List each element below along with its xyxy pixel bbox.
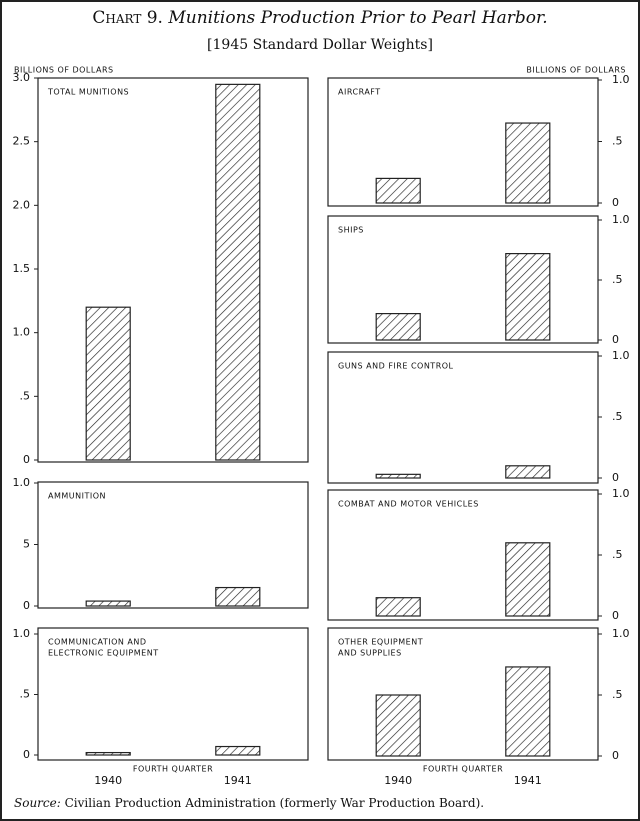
panel-title: TOTAL MUNITIONS <box>47 88 129 97</box>
y-tick-label: 0 <box>23 599 30 612</box>
title: Munitions Production Prior to Pearl Harb… <box>167 8 547 28</box>
y-axis-label: BILLIONS OF DOLLARS <box>526 66 626 75</box>
y-tick-label: .5 <box>20 688 31 701</box>
y-tick-label: .5 <box>612 273 623 286</box>
bar <box>215 745 261 756</box>
y-tick-label: 1.0 <box>612 213 630 226</box>
bar <box>505 253 551 341</box>
chart-title: Chart 9. Munitions Production Prior to P… <box>92 8 547 28</box>
source: Source: Civilian Production Administrati… <box>14 796 484 810</box>
y-tick-label: .5 <box>612 410 623 423</box>
panel-title: COMBAT AND MOTOR VEHICLES <box>338 500 479 509</box>
panel <box>327 489 599 621</box>
chart-label: Chart 9. <box>92 8 163 28</box>
bar <box>375 694 421 757</box>
x-tick-label: 1940 <box>384 774 412 787</box>
panel <box>37 481 309 609</box>
y-tick-label: .5 <box>612 548 623 561</box>
bar <box>85 306 131 461</box>
y-tick-label: 5 <box>23 538 30 551</box>
x-tick-label: 1941 <box>514 774 542 787</box>
y-tick-label: 2.5 <box>13 135 31 148</box>
subtitle: [1945 Standard Dollar Weights] <box>207 37 433 53</box>
y-tick-label: 1.0 <box>13 326 31 339</box>
y-tick-label: 0 <box>612 196 619 209</box>
y-tick-label: .5 <box>20 389 31 402</box>
y-tick-label: 1.0 <box>612 349 630 362</box>
y-tick-label: 1.5 <box>13 262 31 275</box>
bar <box>505 542 551 617</box>
y-tick-label: 3.0 <box>13 71 31 84</box>
bar <box>505 122 551 204</box>
panel <box>327 77 599 207</box>
y-tick-label: 0 <box>23 748 30 761</box>
y-tick-label: 0 <box>23 453 30 466</box>
bar <box>375 473 421 479</box>
bar <box>85 600 131 607</box>
bar <box>85 751 131 756</box>
bar <box>505 465 551 479</box>
y-tick-label: 1.0 <box>13 627 31 640</box>
bar <box>375 597 421 617</box>
y-tick-label: 1.0 <box>612 73 630 86</box>
source-label: Source: <box>14 796 61 810</box>
panel-title: GUNS AND FIRE CONTROL <box>338 362 454 371</box>
panel-title: COMMUNICATION AND <box>48 638 147 647</box>
y-tick-label: 2.0 <box>13 198 31 211</box>
y-tick-label: 0 <box>612 609 619 622</box>
panel-title: OTHER EQUIPMENT <box>338 638 423 647</box>
y-tick-label: 1.0 <box>612 627 630 640</box>
y-tick-label: 0 <box>612 749 619 762</box>
bar <box>505 666 551 757</box>
panel-title: ELECTRONIC EQUIPMENT <box>48 649 159 658</box>
y-tick-label: 1.0 <box>13 476 31 489</box>
y-tick-label: 0 <box>612 333 619 346</box>
panel <box>327 215 599 344</box>
panel <box>327 351 599 484</box>
bar <box>375 177 421 204</box>
y-tick-label: .5 <box>612 688 623 701</box>
y-tick-label: 0 <box>612 471 619 484</box>
source-text: Civilian Production Administration (form… <box>65 796 484 810</box>
panel-title: SHIPS <box>338 226 364 235</box>
panel <box>37 77 309 463</box>
y-tick-label: 1.0 <box>612 487 630 500</box>
panel <box>327 627 599 761</box>
y-tick-label: .5 <box>612 135 623 148</box>
x-tick-label: 1940 <box>94 774 122 787</box>
bar <box>215 83 261 461</box>
y-axis-label: BILLIONS OF DOLLARS <box>14 66 114 75</box>
bar <box>215 586 261 607</box>
x-axis-label: FOURTH QUARTER <box>133 765 213 774</box>
bar <box>375 313 421 341</box>
x-axis-label: FOURTH QUARTER <box>423 765 503 774</box>
x-tick-label: 1941 <box>224 774 252 787</box>
panel-title: AIRCRAFT <box>338 88 381 97</box>
panel-title: AMMUNITION <box>48 492 106 501</box>
panel-title: AND SUPPLIES <box>338 649 402 658</box>
